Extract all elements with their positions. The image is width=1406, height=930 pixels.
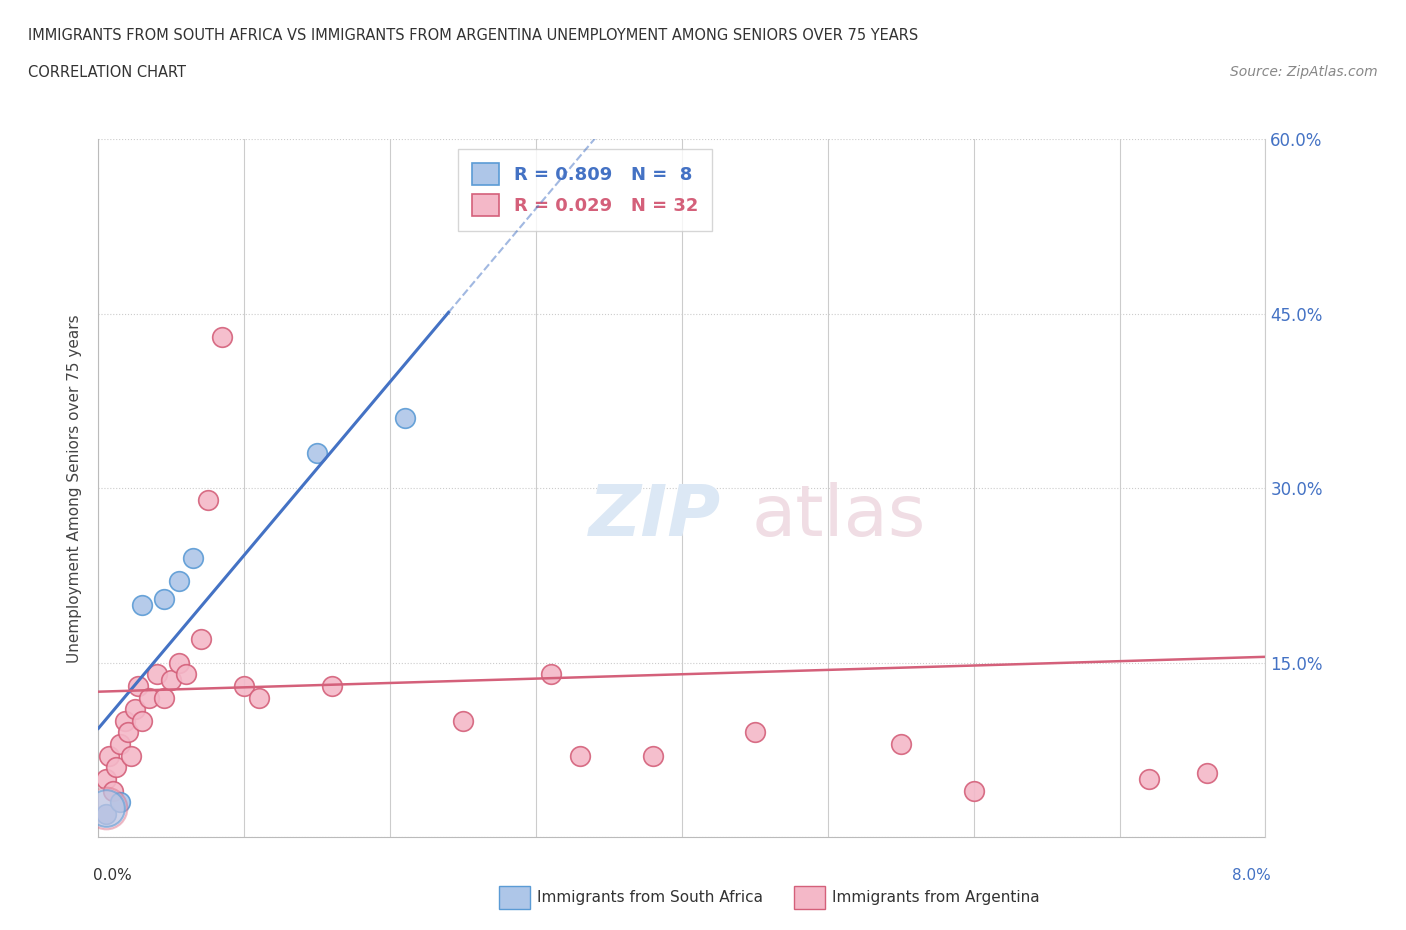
- Point: [190, 632, 212, 647]
- Point: [197, 493, 219, 508]
- Point: [744, 725, 766, 740]
- Text: 8.0%: 8.0%: [1233, 869, 1271, 883]
- Point: [1195, 765, 1218, 780]
- Point: [962, 783, 984, 798]
- Point: [568, 748, 591, 763]
- Point: [641, 748, 664, 763]
- Point: [124, 702, 146, 717]
- Point: [146, 667, 169, 682]
- Point: [233, 679, 256, 694]
- Point: [321, 679, 343, 694]
- Point: [94, 772, 117, 787]
- Point: [394, 411, 416, 426]
- Point: [153, 690, 176, 705]
- Point: [94, 801, 117, 816]
- Point: [97, 748, 120, 763]
- Point: [174, 667, 197, 682]
- Text: atlas: atlas: [752, 482, 927, 551]
- Point: [110, 794, 132, 809]
- Point: [247, 690, 270, 705]
- Point: [120, 748, 142, 763]
- Point: [131, 597, 153, 612]
- Text: IMMIGRANTS FROM SOUTH AFRICA VS IMMIGRANTS FROM ARGENTINA UNEMPLOYMENT AMONG SEN: IMMIGRANTS FROM SOUTH AFRICA VS IMMIGRAN…: [28, 28, 918, 43]
- Text: 0.0%: 0.0%: [93, 869, 131, 883]
- Point: [153, 591, 176, 606]
- Point: [117, 725, 139, 740]
- Point: [890, 737, 912, 751]
- Text: Immigrants from South Africa: Immigrants from South Africa: [537, 890, 763, 905]
- Text: Immigrants from Argentina: Immigrants from Argentina: [832, 890, 1040, 905]
- Point: [138, 690, 160, 705]
- Point: [101, 783, 124, 798]
- Point: [114, 713, 136, 728]
- Point: [451, 713, 474, 728]
- Point: [131, 713, 153, 728]
- Text: Source: ZipAtlas.com: Source: ZipAtlas.com: [1230, 65, 1378, 79]
- Point: [211, 330, 233, 345]
- Point: [540, 667, 562, 682]
- Point: [160, 672, 183, 687]
- Point: [127, 679, 149, 694]
- Legend: R = 0.809   N =  8, R = 0.029   N = 32: R = 0.809 N = 8, R = 0.029 N = 32: [457, 149, 713, 231]
- Point: [167, 574, 190, 589]
- Point: [104, 760, 127, 775]
- Point: [94, 801, 117, 816]
- Text: ZIP: ZIP: [589, 482, 721, 551]
- Point: [94, 806, 117, 821]
- Point: [167, 656, 190, 671]
- Point: [181, 551, 204, 565]
- Text: CORRELATION CHART: CORRELATION CHART: [28, 65, 186, 80]
- Y-axis label: Unemployment Among Seniors over 75 years: Unemployment Among Seniors over 75 years: [67, 314, 83, 662]
- Point: [307, 446, 329, 461]
- Point: [1137, 772, 1160, 787]
- Point: [110, 737, 132, 751]
